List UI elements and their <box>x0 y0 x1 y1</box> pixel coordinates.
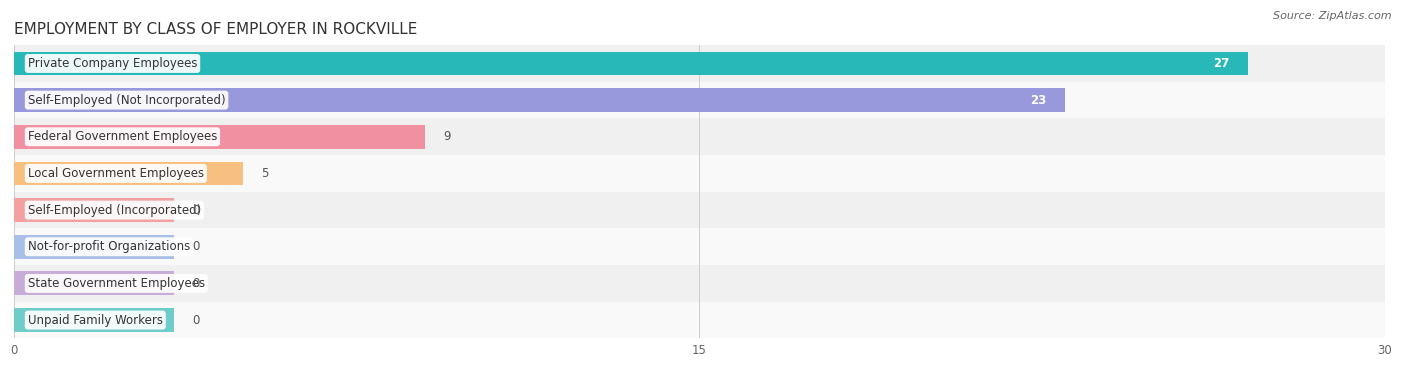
Bar <box>14 88 1066 112</box>
Text: State Government Employees: State Government Employees <box>28 277 205 290</box>
Text: Local Government Employees: Local Government Employees <box>28 167 204 180</box>
Text: 0: 0 <box>193 277 200 290</box>
Bar <box>14 235 174 259</box>
Text: Not-for-profit Organizations: Not-for-profit Organizations <box>28 240 190 253</box>
Text: Federal Government Employees: Federal Government Employees <box>28 130 217 143</box>
Text: 27: 27 <box>1213 57 1230 70</box>
Bar <box>14 198 174 222</box>
Text: 9: 9 <box>444 130 451 143</box>
Text: Private Company Employees: Private Company Employees <box>28 57 197 70</box>
Bar <box>14 45 1385 82</box>
Text: EMPLOYMENT BY CLASS OF EMPLOYER IN ROCKVILLE: EMPLOYMENT BY CLASS OF EMPLOYER IN ROCKV… <box>14 22 418 37</box>
Bar <box>14 302 1385 338</box>
Bar <box>14 162 243 185</box>
Text: Self-Employed (Not Incorporated): Self-Employed (Not Incorporated) <box>28 94 225 107</box>
Text: 5: 5 <box>262 167 269 180</box>
Bar <box>14 308 174 332</box>
Text: Unpaid Family Workers: Unpaid Family Workers <box>28 314 163 327</box>
Bar <box>14 229 1385 265</box>
Bar <box>14 118 1385 155</box>
Bar <box>14 155 1385 192</box>
Text: Self-Employed (Incorporated): Self-Employed (Incorporated) <box>28 203 201 217</box>
Bar <box>14 52 1249 75</box>
Bar <box>14 265 1385 302</box>
Bar <box>14 192 1385 229</box>
Text: 0: 0 <box>193 314 200 327</box>
Text: 0: 0 <box>193 240 200 253</box>
Text: Source: ZipAtlas.com: Source: ZipAtlas.com <box>1274 11 1392 21</box>
Bar <box>14 82 1385 118</box>
Text: 23: 23 <box>1031 94 1047 107</box>
Bar <box>14 125 426 149</box>
Text: 0: 0 <box>193 203 200 217</box>
Bar <box>14 271 174 295</box>
